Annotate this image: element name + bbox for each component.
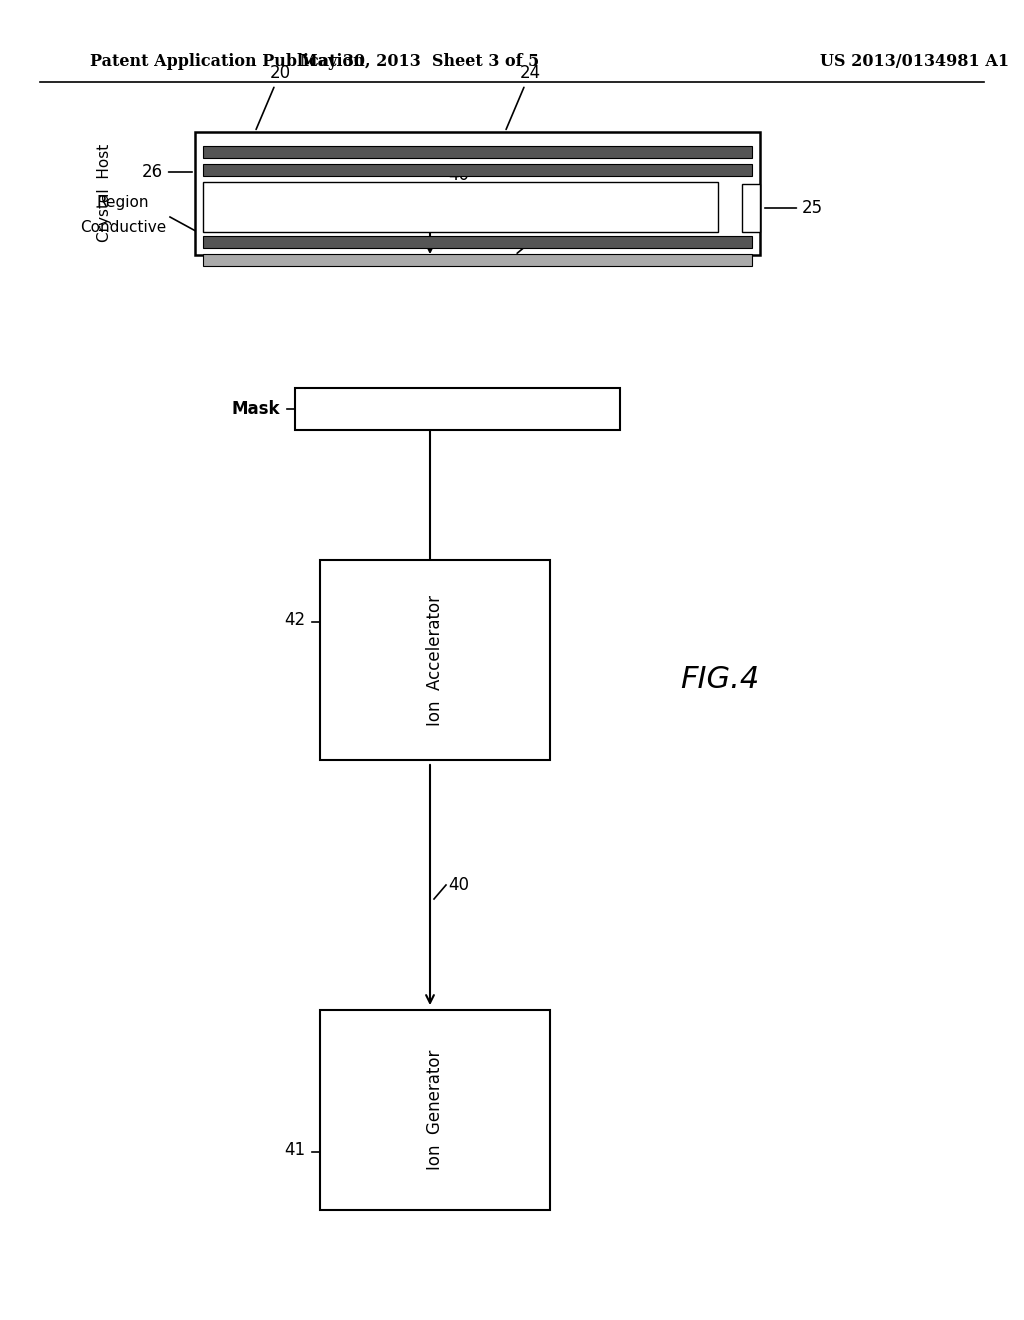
Text: FIG.4: FIG.4 [680, 665, 759, 694]
Text: May 30, 2013  Sheet 3 of 5: May 30, 2013 Sheet 3 of 5 [300, 54, 540, 70]
Text: Ion  Accelerator: Ion Accelerator [426, 594, 444, 726]
Bar [319, 1010, 550, 1210]
Text: 42: 42 [284, 611, 305, 630]
Text: 24: 24 [506, 63, 541, 129]
Bar [203, 182, 718, 232]
Text: US 2013/0134981 A1: US 2013/0134981 A1 [820, 54, 1009, 70]
Text: 23: 23 [517, 216, 560, 253]
Bar [203, 147, 752, 158]
Text: Mask: Mask [231, 400, 280, 418]
Text: 25: 25 [765, 199, 823, 216]
Text: Ion  Generator: Ion Generator [426, 1049, 444, 1171]
Text: 20: 20 [256, 63, 291, 129]
Text: Patent Application Publication: Patent Application Publication [90, 54, 365, 70]
Text: Conductive: Conductive [80, 219, 166, 235]
Bar [742, 183, 760, 232]
Text: 40: 40 [449, 876, 469, 894]
Bar [203, 253, 752, 267]
Bar [203, 164, 752, 176]
Text: 40: 40 [449, 166, 469, 183]
Bar [203, 236, 752, 248]
Bar [319, 560, 550, 760]
Text: 26: 26 [142, 162, 193, 181]
Text: Crystal  Host: Crystal Host [97, 144, 113, 242]
Text: Region: Region [96, 195, 150, 210]
Bar [195, 132, 760, 255]
Bar [295, 388, 620, 430]
Text: 41: 41 [284, 1140, 305, 1159]
